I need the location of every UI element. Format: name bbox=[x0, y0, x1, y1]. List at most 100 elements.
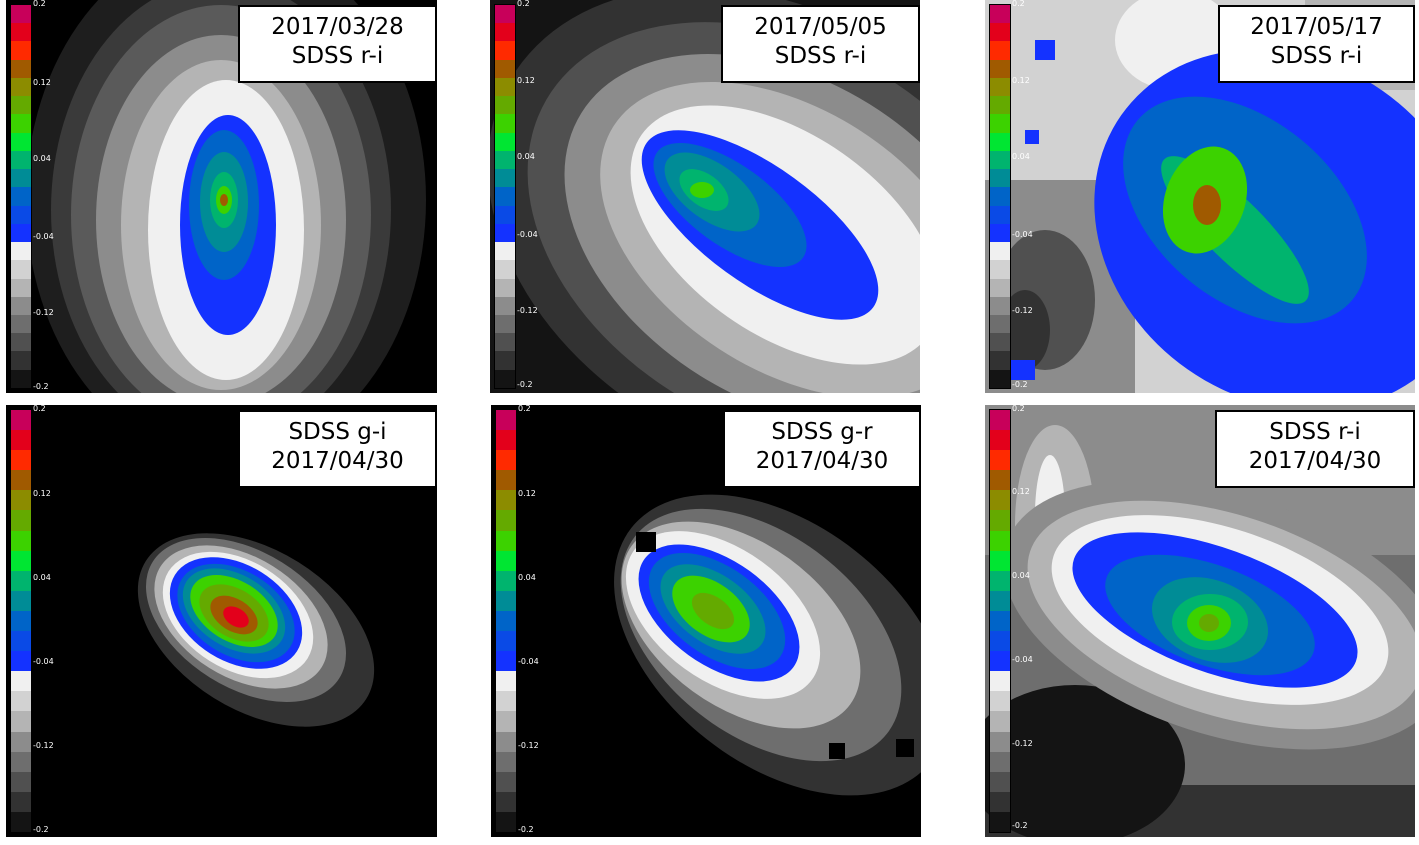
colorbar-segment bbox=[11, 731, 31, 752]
colorbar-tick: -0.04 bbox=[33, 232, 54, 241]
colorbar-4 bbox=[10, 409, 32, 833]
colorbar-segment bbox=[495, 150, 515, 170]
panel-label-3: 2017/05/17 SDSS r-i bbox=[1218, 5, 1415, 83]
colorbar-segment bbox=[990, 791, 1010, 812]
colorbar-segment bbox=[11, 510, 31, 531]
panel-label-5: SDSS g-r 2017/04/30 bbox=[723, 410, 921, 488]
colorbar-tick: 0.04 bbox=[33, 573, 51, 582]
colorbar-tick: 0.12 bbox=[517, 76, 535, 85]
colorbar-segment bbox=[990, 651, 1010, 672]
colorbar-segment bbox=[990, 5, 1010, 24]
colorbar-segment bbox=[990, 410, 1010, 431]
colorbar-segment bbox=[990, 751, 1010, 772]
colorbar-segment bbox=[990, 610, 1010, 632]
colorbar-segment bbox=[990, 811, 1010, 832]
colorbar-segment bbox=[11, 771, 31, 792]
colorbar-segment bbox=[990, 41, 1010, 60]
panel-label-4: SDSS g-i 2017/04/30 bbox=[238, 410, 437, 488]
colorbar-segment bbox=[990, 114, 1010, 133]
colorbar-segment bbox=[496, 811, 516, 832]
colorbar-segment bbox=[11, 490, 31, 511]
colorbar-segment bbox=[496, 631, 516, 652]
colorbar-segment bbox=[496, 791, 516, 812]
colorbar-tick: -0.12 bbox=[518, 741, 539, 750]
colorbar-segment bbox=[990, 450, 1010, 471]
colorbar-segment bbox=[990, 205, 1010, 224]
colorbar-segment bbox=[990, 278, 1010, 297]
colorbar-tick: 0.2 bbox=[518, 405, 531, 413]
colorbar-segment bbox=[11, 223, 31, 243]
colorbar-segment bbox=[495, 59, 515, 78]
colorbar-segment bbox=[990, 550, 1010, 571]
colorbar-segment bbox=[495, 242, 515, 261]
colorbar-segment bbox=[11, 242, 31, 261]
colorbar-tick: 0.12 bbox=[33, 78, 51, 87]
panel-label-line2: 2017/04/30 bbox=[755, 448, 889, 474]
color-map-panel-2: 0.2 0.12 0.04 -0.04 -0.12 -0.2 2017/05/0… bbox=[490, 0, 920, 393]
colorbar-segment bbox=[11, 691, 31, 712]
colorbar-segment bbox=[496, 530, 516, 551]
colorbar-segment bbox=[11, 169, 31, 188]
colorbar-segment bbox=[11, 631, 31, 652]
colorbar-segment bbox=[990, 132, 1010, 151]
colorbar-segment bbox=[496, 470, 516, 491]
panel-label-line1: 2017/05/05 bbox=[754, 14, 887, 40]
colorbar-segment bbox=[990, 691, 1010, 712]
colorbar-segment bbox=[990, 490, 1010, 511]
panel-label-line1: SDSS g-i bbox=[288, 419, 387, 445]
colorbar-tick: -0.2 bbox=[33, 382, 49, 391]
colorbar-tick: 0.04 bbox=[33, 154, 51, 163]
colorbar-segment bbox=[496, 771, 516, 792]
colorbar-segment bbox=[11, 296, 31, 315]
colorbar-segment bbox=[11, 711, 31, 732]
colorbar-1 bbox=[10, 4, 32, 389]
colorbar-segment bbox=[11, 278, 31, 297]
colorbar-segment bbox=[11, 260, 31, 279]
colorbar-segment bbox=[495, 23, 515, 42]
colorbar-segment bbox=[11, 430, 31, 451]
colorbar-tick: -0.2 bbox=[1012, 380, 1028, 389]
colorbar-tick: -0.04 bbox=[1012, 230, 1033, 239]
panel-label-line2: SDSS r-i bbox=[291, 43, 384, 69]
colorbar-tick: -0.12 bbox=[1012, 739, 1033, 748]
colorbar-segment bbox=[990, 771, 1010, 792]
colorbar-segment bbox=[990, 314, 1010, 334]
colorbar-tick: 0.04 bbox=[517, 152, 535, 161]
colorbar-segment bbox=[496, 751, 516, 772]
colorbar-tick: -0.2 bbox=[517, 380, 533, 389]
colorbar-segment bbox=[11, 811, 31, 832]
color-map-panel-5: 0.2 0.12 0.04 -0.04 -0.12 -0.2 SDSS g-r … bbox=[491, 405, 921, 837]
colorbar-segment bbox=[11, 314, 31, 334]
colorbar-segment bbox=[495, 223, 515, 243]
colorbar-segment bbox=[496, 610, 516, 632]
colorbar-segment bbox=[990, 223, 1010, 243]
colorbar-3 bbox=[989, 4, 1011, 389]
colorbar-tick: 0.04 bbox=[1012, 571, 1030, 580]
colorbar-segment bbox=[11, 470, 31, 491]
colorbar-segment bbox=[495, 96, 515, 115]
colorbar-segment bbox=[990, 570, 1010, 591]
colorbar-2 bbox=[494, 4, 516, 389]
colorbar-segment bbox=[495, 260, 515, 279]
colorbar-segment bbox=[495, 333, 515, 352]
color-map-panel-3: 0.2 0.12 0.04 -0.04 -0.12 -0.2 2017/05/1… bbox=[985, 0, 1415, 393]
colorbar-tick: -0.12 bbox=[33, 741, 54, 750]
colorbar-segment bbox=[11, 96, 31, 115]
colorbar-segment bbox=[11, 205, 31, 224]
colorbar-segment bbox=[11, 5, 31, 24]
colorbar-segment bbox=[496, 410, 516, 431]
colorbar-segment bbox=[990, 590, 1010, 611]
colorbar-segment bbox=[11, 570, 31, 591]
colorbar-segment bbox=[495, 41, 515, 60]
colorbar-segment bbox=[990, 23, 1010, 42]
color-map-panel-1: 0.2 0.12 0.04 -0.04 -0.12 -0.2 2017/03/2… bbox=[6, 0, 437, 393]
colorbar-segment bbox=[495, 205, 515, 224]
colorbar-tick: 0.2 bbox=[517, 0, 530, 8]
colorbar-segment bbox=[11, 450, 31, 471]
colorbar-segment bbox=[990, 711, 1010, 732]
colorbar-segment bbox=[990, 470, 1010, 491]
colorbar-tick: -0.2 bbox=[518, 825, 534, 834]
colorbar-segment bbox=[11, 333, 31, 352]
colorbar-tick: -0.04 bbox=[518, 657, 539, 666]
colorbar-segment bbox=[11, 23, 31, 42]
